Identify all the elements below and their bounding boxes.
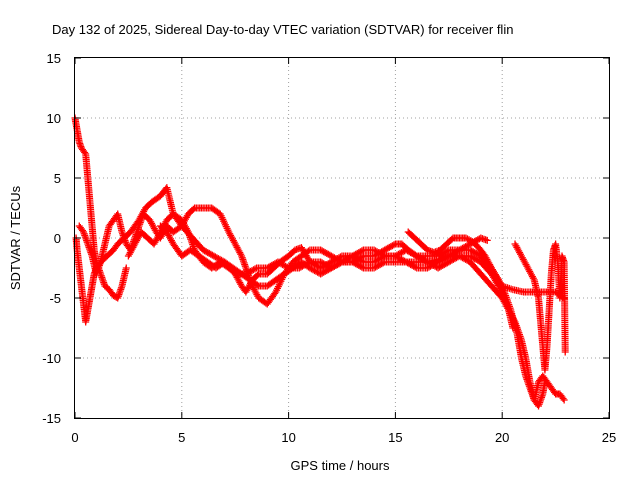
data-point [253,281,261,289]
data-point [560,396,568,404]
data-point [122,264,130,272]
data-point [411,263,419,271]
data-point [358,247,366,255]
x-tick-labels: 0 5 10 15 20 25 [71,430,616,445]
x-tick-label: 20 [495,430,509,445]
data-point [358,263,366,271]
data-point [390,241,398,249]
data-point [251,265,259,273]
plot-frame [74,57,610,419]
x-tick-label: 25 [602,430,616,445]
x-tick-label: 0 [71,430,78,445]
y-tick-label: 10 [47,111,61,126]
y-tick-label: -5 [49,291,61,306]
data-point [483,236,491,244]
x-tick-label: 10 [281,430,295,445]
data-point [443,253,451,261]
data-point [358,253,366,261]
y-tick-label: 0 [54,231,61,246]
series-track-e [156,222,549,410]
data-point [561,348,569,356]
series-track-f [404,228,568,404]
series-track-d [124,210,517,332]
y-tick-label: -15 [42,411,61,426]
x-tick-label: 15 [388,430,402,445]
x-tick-label: 5 [178,430,185,445]
data-point [559,395,567,402]
data-point [253,271,261,279]
x-axis-label: GPS time / hours [291,458,390,473]
y-axis-label: SDTVAR / TECUs [8,185,23,290]
y-tick-label: 15 [47,51,61,66]
data-point [305,247,313,255]
series-track-c [75,204,491,308]
axis-ticks [74,57,610,419]
data-point [336,259,344,267]
data-point [78,227,86,234]
series-track-g [511,240,569,374]
data-point [379,259,387,267]
data-point [81,149,89,156]
y-tick-labels: -15 -10 -5 0 5 10 15 [42,51,61,426]
series-track-b [72,184,568,326]
y-tick-label: -10 [42,351,61,366]
data-point [189,205,197,213]
y-tick-label: 5 [54,171,61,186]
data-marks [71,114,569,410]
chart-title: Day 132 of 2025, Sidereal Day-to-day VTE… [52,22,513,37]
